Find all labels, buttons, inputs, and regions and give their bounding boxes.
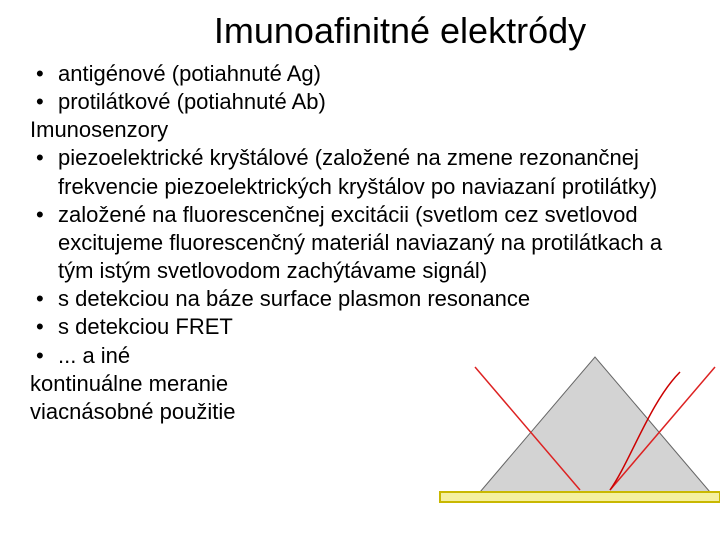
bullet-dot: •: [30, 60, 58, 88]
bullet-text: s detekciou na báze surface plasmon reso…: [58, 285, 700, 313]
bullet-dot: •: [30, 144, 58, 200]
footer-line: viacnásobné použitie: [30, 398, 700, 426]
bullet-item: • s detekciou na báze surface plasmon re…: [30, 285, 700, 313]
slide-body: • antigénové (potiahnuté Ag) • protilátk…: [0, 60, 720, 426]
bullet-item: • založené na fluorescenčnej excitácii (…: [30, 201, 700, 285]
bullet-dot: •: [30, 285, 58, 313]
bullet-item: • antigénové (potiahnuté Ag): [30, 60, 700, 88]
bullet-dot: •: [30, 201, 58, 285]
bullet-item: • piezoelektrické kryštálové (založené n…: [30, 144, 700, 200]
footer-line: kontinuálne meranie: [30, 370, 700, 398]
bullet-text: s detekciou FRET: [58, 313, 700, 341]
bullet-text: antigénové (potiahnuté Ag): [58, 60, 700, 88]
bullet-item: • protilátkové (potiahnuté Ab): [30, 88, 700, 116]
bullet-dot: •: [30, 342, 58, 370]
base-strip: [440, 492, 720, 502]
bullet-item: • s detekciou FRET: [30, 313, 700, 341]
bullet-text: založené na fluorescenčnej excitácii (sv…: [58, 201, 700, 285]
bullet-text: protilátkové (potiahnuté Ab): [58, 88, 700, 116]
bullet-dot: •: [30, 88, 58, 116]
bullet-text: ... a iné: [58, 342, 700, 370]
bullet-text: piezoelektrické kryštálové (založené na …: [58, 144, 700, 200]
slide-title: Imunoafinitné elektródy: [0, 0, 720, 60]
bullet-dot: •: [30, 313, 58, 341]
bullet-item: • ... a iné: [30, 342, 700, 370]
section-label: Imunosenzory: [30, 116, 700, 144]
